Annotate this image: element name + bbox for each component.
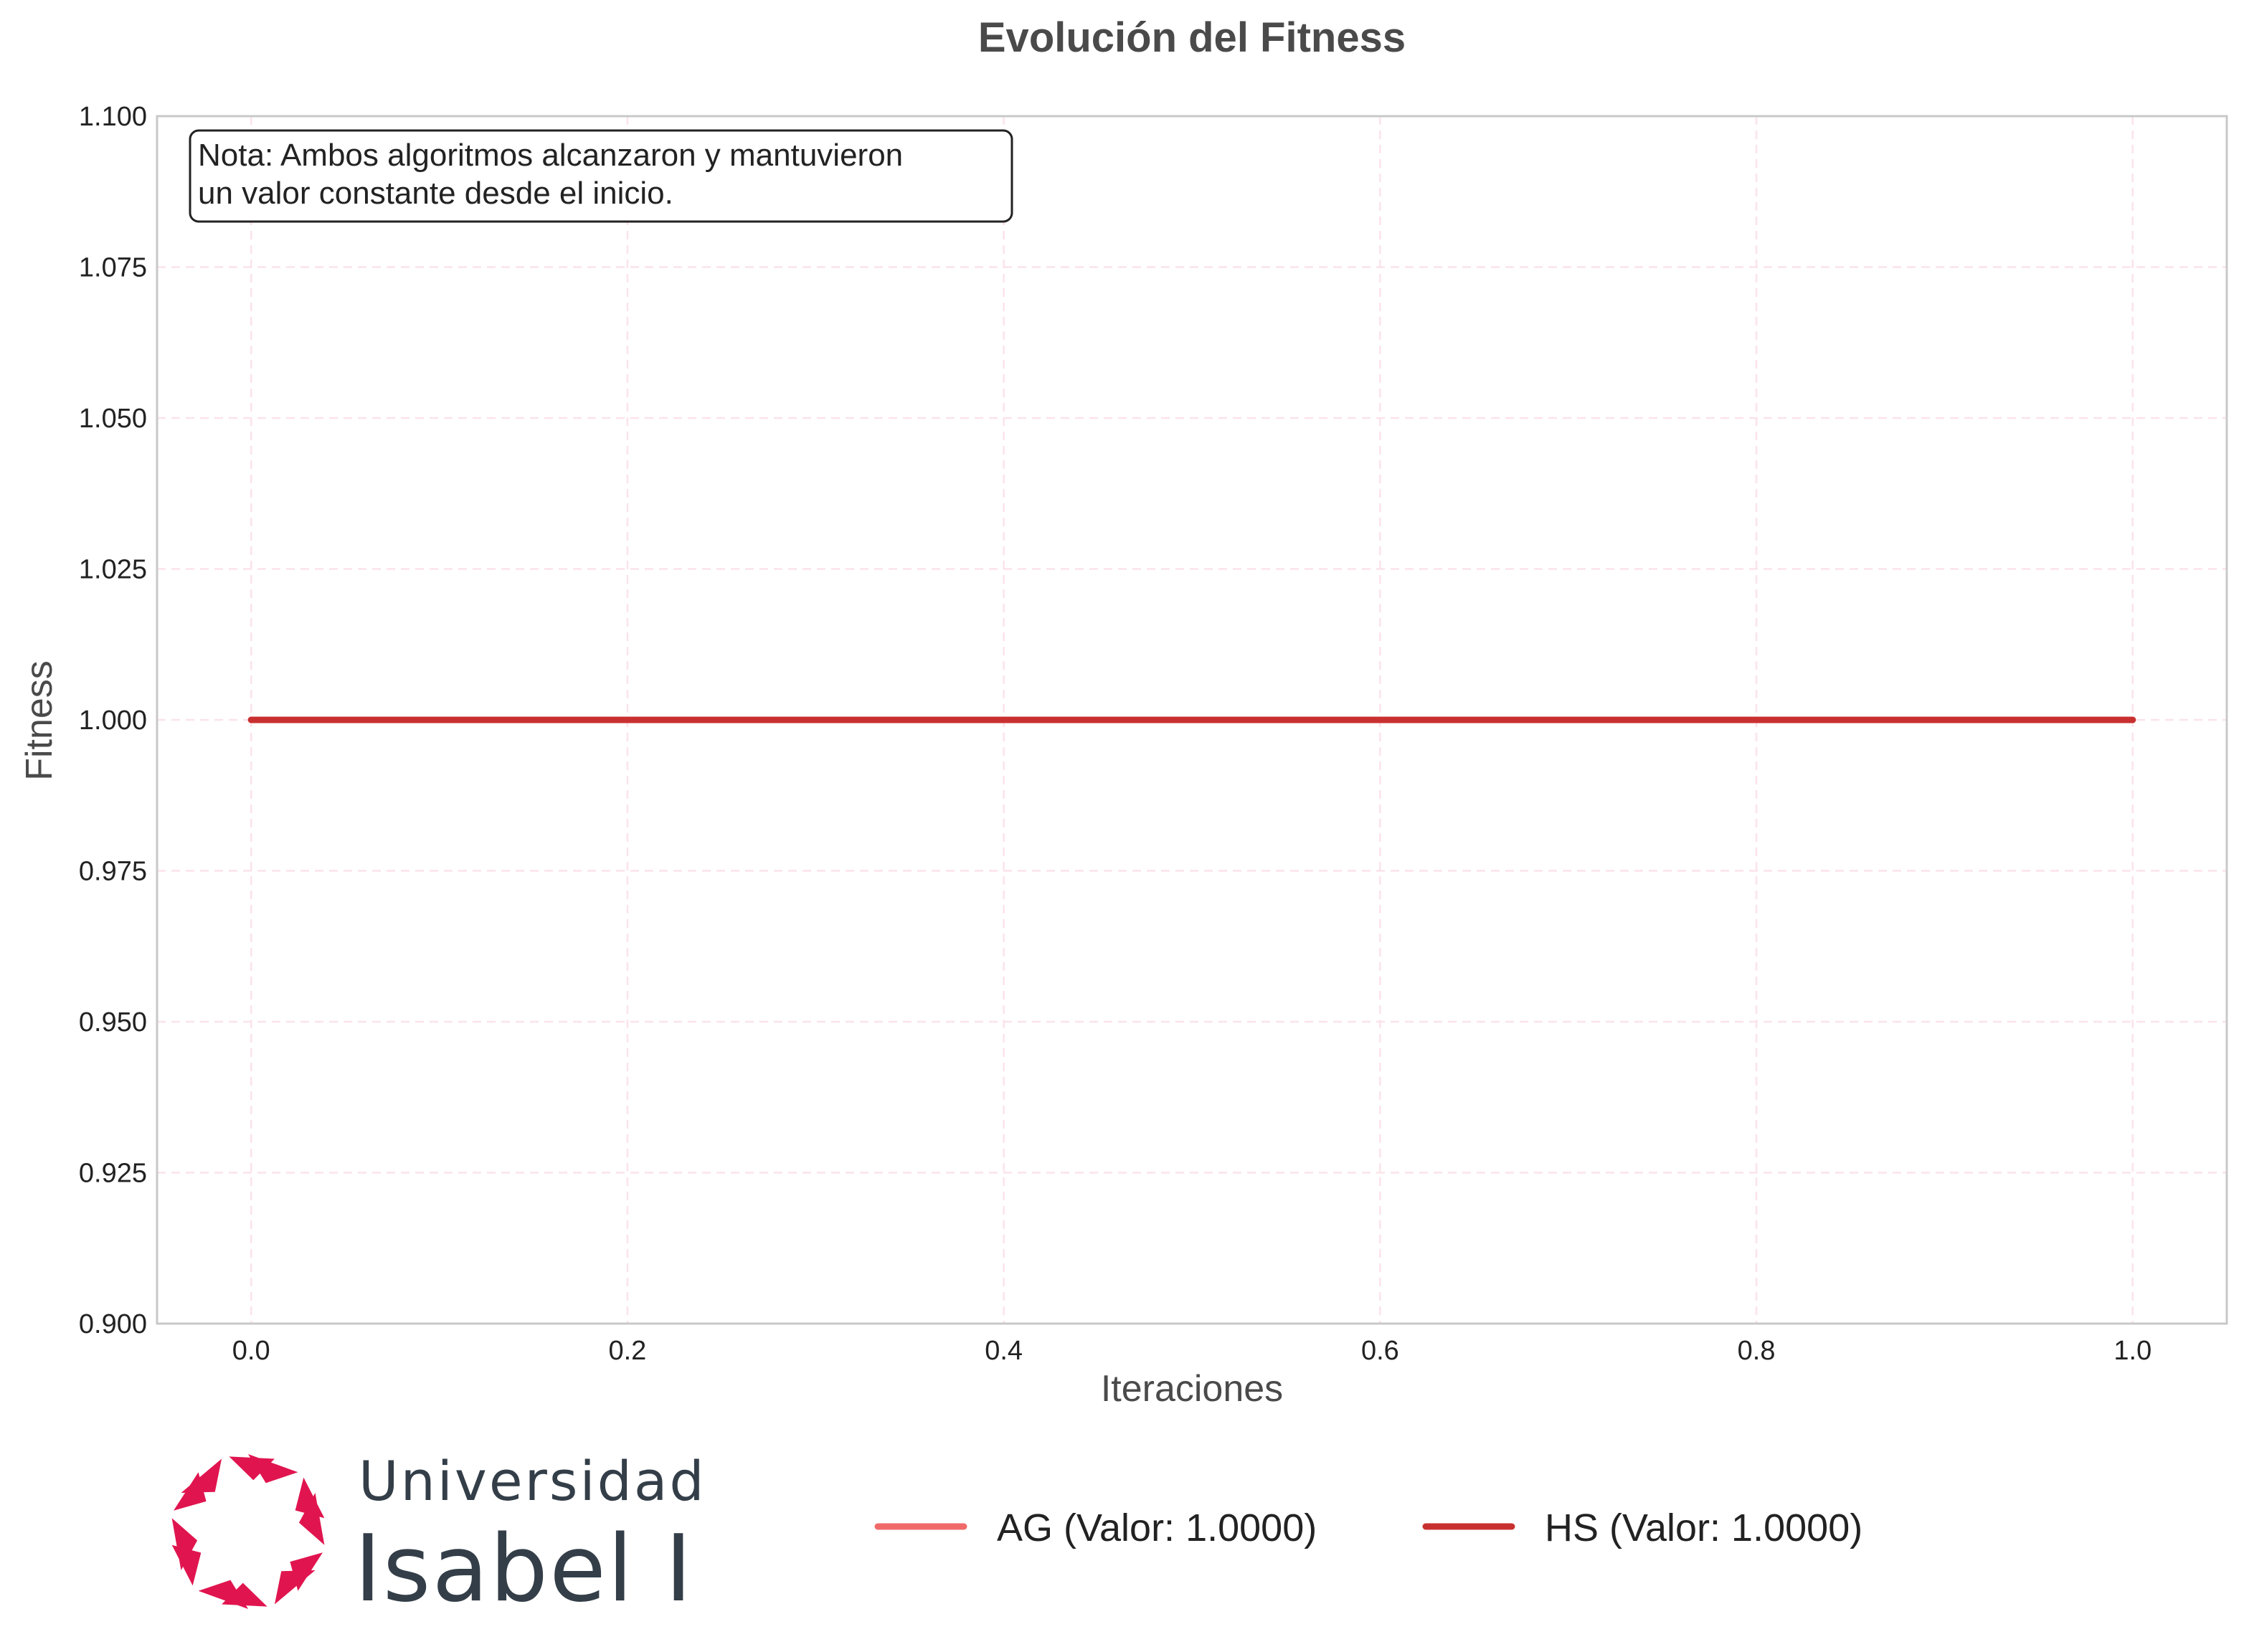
y-tick-label: 1.000	[79, 706, 147, 736]
y-tick-label: 0.900	[79, 1309, 147, 1339]
logo-text-isabel: Isabel I	[354, 1516, 693, 1623]
logo-petal	[171, 1518, 198, 1570]
y-tick-label: 0.950	[79, 1007, 147, 1038]
y-tick-label: 1.025	[79, 555, 147, 585]
y-axis-label: Fitness	[19, 660, 60, 781]
plot-area-frame	[156, 115, 2228, 1325]
x-tick-labels: 0.0 0.2 0.4 0.6 0.8 1.0	[232, 1336, 2151, 1366]
logo-petal	[274, 1570, 316, 1605]
logo-petal	[229, 1456, 275, 1481]
annotation-box: Nota: Ambos algoritmos alcanzaron y mant…	[189, 129, 1013, 223]
hexagram-logo-icon	[171, 1454, 325, 1609]
x-tick-label: 0.2	[608, 1336, 646, 1366]
x-tick-label: 0.8	[1738, 1336, 1776, 1366]
y-tick-label: 1.100	[79, 102, 147, 132]
y-tick-labels: 0.900 0.925 0.950 0.975 1.000 1.025 1.050 1.075…	[79, 102, 147, 1339]
x-tick-label: 0.4	[985, 1336, 1023, 1366]
y-tick-label: 0.925	[79, 1159, 147, 1189]
y-tick-label: 1.050	[79, 404, 147, 434]
logo-petal	[298, 1493, 325, 1545]
y-tick-label: 0.975	[79, 857, 147, 887]
x-axis-label: Iteraciones	[1101, 1368, 1283, 1410]
legend-label-ag: AG (Valor: 1.0000)	[997, 1506, 1317, 1549]
y-tick-label: 1.075	[79, 253, 147, 283]
x-tick-label: 0.0	[232, 1336, 270, 1366]
logo-text-universidad: Universidad	[359, 1449, 706, 1513]
logo-petal	[181, 1458, 222, 1493]
chart-title: Evolución del Fitness	[978, 14, 1406, 61]
logo-petal	[198, 1580, 248, 1609]
annotation-line-2: un valor constante desde el inicio.	[198, 176, 673, 211]
annotation-line-1: Nota: Ambos algoritmos alcanzaron y mant…	[198, 138, 903, 173]
x-tick-label: 0.6	[1361, 1336, 1399, 1366]
legend: AG (Valor: 1.0000) HS (Valor: 1.0000)	[874, 1506, 1862, 1549]
university-logo: Universidad Isabel I	[171, 1449, 706, 1623]
x-tick-label: 1.0	[2113, 1336, 2151, 1366]
legend-label-hs: HS (Valor: 1.0000)	[1545, 1506, 1862, 1549]
